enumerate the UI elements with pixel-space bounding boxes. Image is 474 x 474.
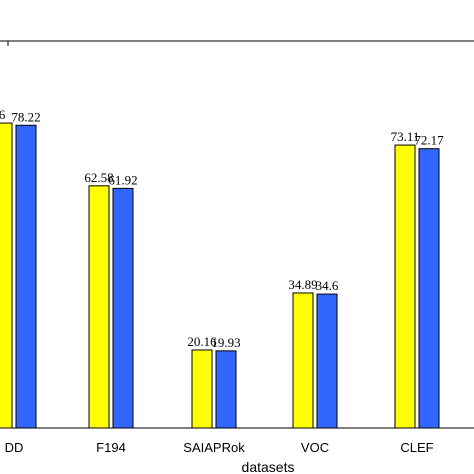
data-label-f194-series-1: 62.58 [84, 170, 113, 185]
x-tick-label-clef: CLEF [400, 440, 433, 455]
data-label-dd-series-1: 6 [0, 107, 6, 122]
data-label-clef-series-1: 73.11 [391, 129, 420, 144]
bar-f194-series-1 [88, 185, 110, 429]
x-tick-label-dd: DD [5, 440, 24, 455]
bar-voc-series-2 [316, 293, 338, 429]
data-label-clef-series-2: 72.17 [414, 133, 444, 148]
data-label-f194-series-2: 61.92 [108, 172, 137, 187]
data-label-voc-series-2: 34.6 [316, 278, 339, 293]
x-tick-label-saiaprok: SAIAPRok [183, 440, 245, 455]
x-tick-labels: DD F194 SAIAPRok VOC CLEF [5, 440, 434, 455]
bar-dd-series-1 [0, 122, 13, 429]
x-tick-label-f194: F194 [96, 440, 126, 455]
x-axis-title: datasets [242, 459, 295, 474]
data-label-saiaprok-series-2: 19.93 [211, 335, 240, 350]
data-label-saiaprok-series-1: 20.16 [187, 334, 217, 349]
bar-clef-series-1 [394, 144, 416, 429]
bar-voc-series-1 [292, 292, 314, 429]
bar-saiaprok-series-1 [191, 349, 213, 429]
data-label-dd-series-2: 78.22 [11, 109, 40, 124]
bar-dd-series-2 [15, 124, 37, 429]
bar-f194-series-2 [112, 187, 134, 429]
bar-saiaprok-series-2 [215, 350, 237, 429]
bar-clef-series-2 [418, 148, 440, 429]
bar-series [0, 122, 440, 429]
data-label-voc-series-1: 34.89 [288, 277, 317, 292]
x-tick-label-voc: VOC [301, 440, 329, 455]
